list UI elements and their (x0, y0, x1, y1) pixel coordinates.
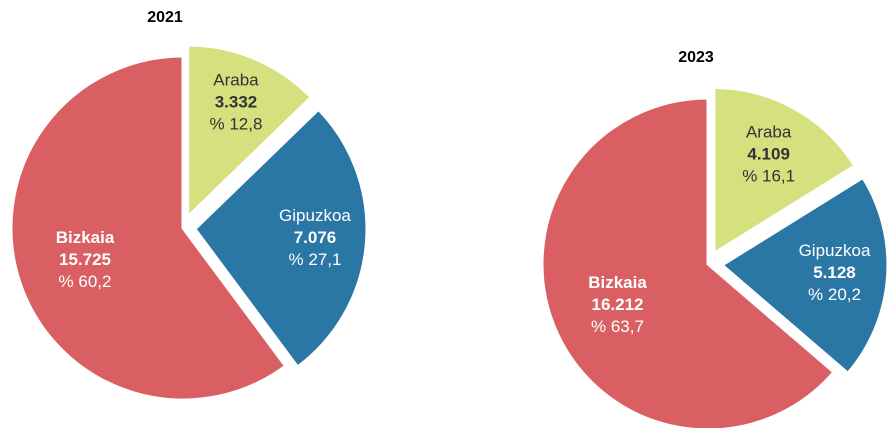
percent-label: % 27,1 (288, 250, 341, 269)
value-label: 5.128 (813, 263, 856, 282)
pie-slice (719, 175, 890, 376)
percent-label: % 16,1 (742, 166, 795, 185)
value-label: 3.332 (215, 92, 258, 111)
slice-label: Araba (213, 70, 259, 89)
pie-slice (192, 107, 369, 370)
chart-title: 2021 (147, 9, 183, 26)
slice-label: Gipuzkoa (279, 206, 351, 225)
value-label: 15.725 (59, 250, 111, 269)
value-label: 4.109 (747, 144, 790, 163)
percent-label: % 20,2 (808, 285, 861, 304)
slice-label: Bizkaia (56, 228, 115, 247)
pie-slice (540, 96, 837, 428)
pie-slice (9, 54, 288, 402)
slice-label: Araba (746, 122, 792, 141)
value-label: 7.076 (294, 228, 337, 247)
percent-label: % 12,8 (209, 114, 262, 133)
slice-label: Gipuzkoa (799, 241, 871, 260)
percent-label: % 63,7 (591, 317, 644, 336)
percent-label: % 60,2 (59, 272, 112, 291)
chart-title: 2023 (678, 49, 714, 66)
pie-slice (186, 43, 314, 221)
value-label: 16.212 (591, 295, 643, 314)
pie-slice (712, 86, 857, 257)
slice-label: Bizkaia (588, 273, 647, 292)
